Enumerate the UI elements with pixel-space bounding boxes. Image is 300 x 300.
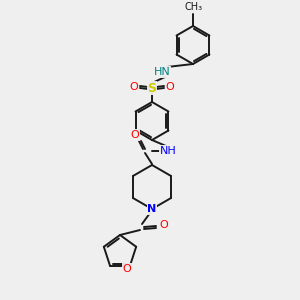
Text: S: S: [148, 82, 157, 94]
Text: CH₃: CH₃: [185, 2, 203, 12]
Text: N: N: [147, 204, 157, 214]
Text: O: O: [160, 220, 168, 230]
Text: HN: HN: [154, 67, 170, 77]
Text: O: O: [130, 82, 138, 92]
Text: O: O: [130, 130, 140, 140]
Text: O: O: [123, 264, 131, 274]
Text: NH: NH: [160, 146, 176, 156]
Text: O: O: [166, 82, 174, 92]
